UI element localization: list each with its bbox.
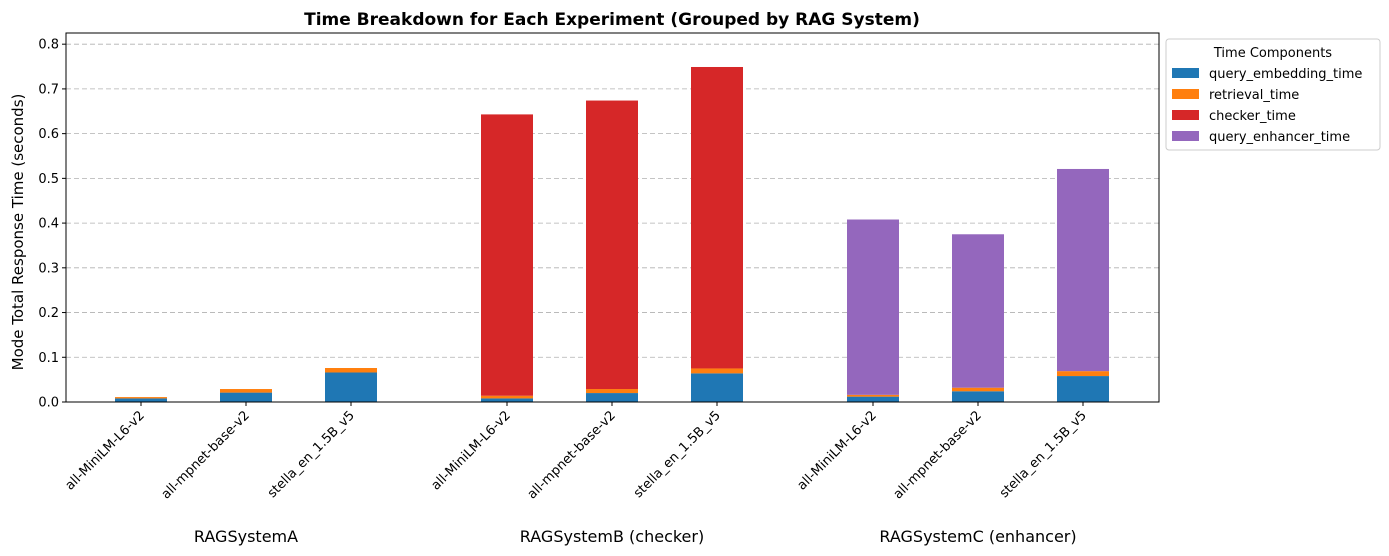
x-tick-label-1: all-mpnet-base-v2 [159,408,253,502]
bar-query_embedding_time-6 [847,396,899,402]
bar-query_enhancer_time-6 [847,219,899,395]
bar-retrieval_time-4 [586,389,638,394]
y-tick-label-2: 0.2 [38,306,59,321]
legend-swatch-query_embedding_time [1172,68,1199,78]
y-tick-label-6: 0.6 [38,127,59,142]
legend-swatch-query_enhancer_time [1172,131,1199,141]
chart-title: Time Breakdown for Each Experiment (Grou… [304,10,920,30]
bar-query_embedding_time-0 [115,398,167,402]
bar-checker_time-4 [586,100,638,390]
bar-retrieval_time-1 [220,389,272,393]
bar-retrieval_time-2 [325,368,377,373]
y-tick-label-1: 0.1 [38,351,59,366]
bar-retrieval_time-6 [847,394,899,397]
x-tick-label-0: all-MiniLM-L6-v2 [63,408,148,493]
y-tick-label-0: 0.0 [38,396,59,411]
bars [115,66,1109,402]
legend-label-retrieval_time[interactable]: retrieval_time [1209,88,1299,103]
group-label-2: RAGSystemC (enhancer) [879,527,1076,546]
x-tick-label-5: stella_en_1.5B_v5 [631,408,724,501]
bar-retrieval_time-7 [952,387,1004,392]
y-axis-ticks: 0.0 0.1 0.2 0.3 0.4 0.5 0.6 0.7 0.8 [38,38,66,411]
bar-checker_time-3 [481,114,533,396]
x-axis-ticks: all-MiniLM-L6-v2 all-mpnet-base-v2 stella_… [63,402,1090,502]
legend-label-query_embedding_time[interactable]: query_embedding_time [1209,67,1362,82]
legend[interactable]: Time Components query_embedding_timeretri… [1165,38,1381,151]
x-tick-label-2: stella_en_1.5B_v5 [265,408,358,501]
y-tick-label-3: 0.3 [38,261,59,276]
bar-retrieval_time-3 [481,395,533,399]
bar-query_embedding_time-4 [586,393,638,402]
group-label-0: RAGSystemA [194,527,298,546]
y-tick-label-7: 0.7 [38,82,59,97]
bar-checker_time-5 [691,66,743,369]
bar-retrieval_time-0 [115,397,167,399]
x-tick-label-6: all-MiniLM-L6-v2 [795,408,880,493]
x-tick-label-4: all-mpnet-base-v2 [525,408,619,502]
x-tick-label-3: all-MiniLM-L6-v2 [429,408,514,493]
legend-label-query_enhancer_time[interactable]: query_enhancer_time [1209,130,1350,145]
x-tick-label-8: stella_en_1.5B_v5 [997,408,1090,501]
bar-query_enhancer_time-7 [952,234,1004,388]
bar-query_embedding_time-3 [481,398,533,402]
legend-box [1165,38,1381,151]
legend-swatch-checker_time [1172,110,1199,120]
y-axis-label: Mode Total Response Time (seconds) [9,94,27,371]
bar-retrieval_time-5 [691,368,743,374]
y-tick-label-8: 0.8 [38,38,59,53]
y-tick-label-5: 0.5 [38,172,59,187]
bar-query_embedding_time-1 [220,392,272,402]
legend-title: Time Components [1213,46,1332,61]
bar-query_embedding_time-2 [325,372,377,402]
group-labels: RAGSystemA RAGSystemB (checker) RAGSystemC… [194,527,1077,546]
x-tick-label-7: all-mpnet-base-v2 [891,408,985,502]
bar-query_embedding_time-8 [1057,376,1109,402]
group-label-1: RAGSystemB (checker) [520,527,704,546]
bar-query_embedding_time-7 [952,391,1004,402]
bar-retrieval_time-8 [1057,371,1109,377]
bar-query_enhancer_time-8 [1057,168,1109,372]
legend-label-checker_time[interactable]: checker_time [1209,109,1296,124]
bar-query_embedding_time-5 [691,373,743,402]
legend-swatch-retrieval_time [1172,89,1199,99]
y-tick-label-4: 0.4 [38,217,59,232]
